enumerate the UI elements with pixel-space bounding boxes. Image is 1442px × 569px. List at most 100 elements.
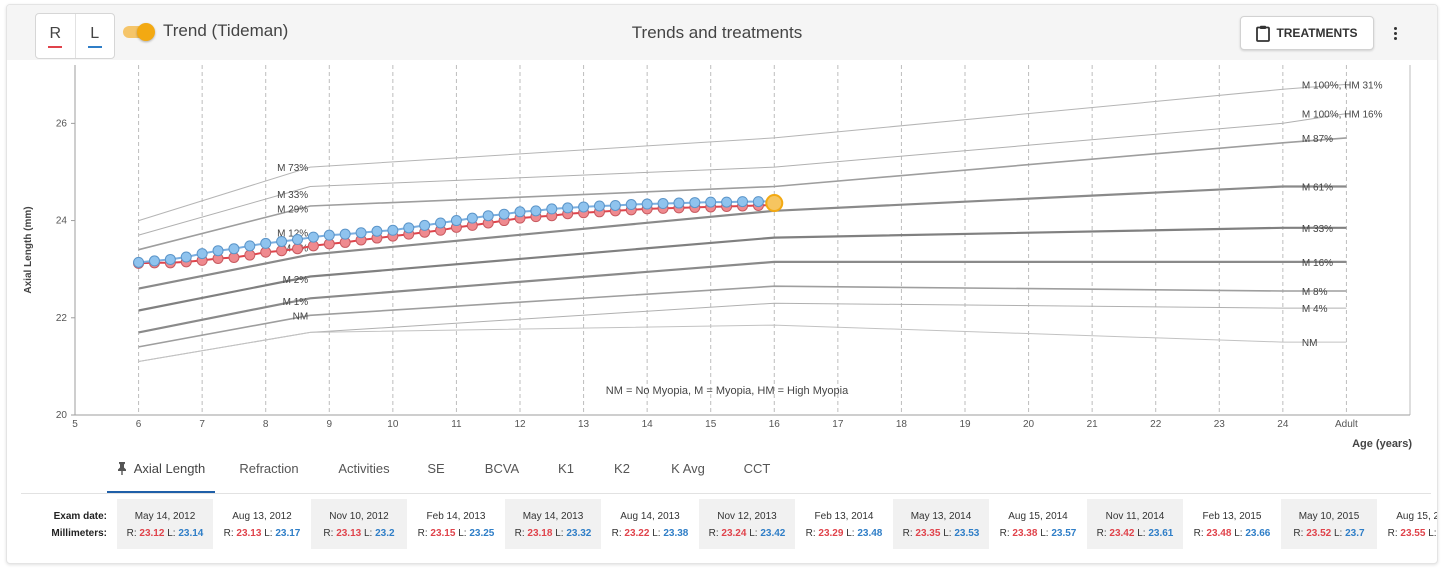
left-eye-point[interactable] [244, 240, 256, 252]
left-eye-point[interactable] [752, 196, 764, 208]
tab-k-avg[interactable]: K Avg [663, 455, 713, 491]
exam-values: R: 23.24 L: 23.42 [699, 528, 795, 539]
more-vert-dot [1393, 36, 1397, 40]
left-eye-point[interactable] [307, 231, 319, 243]
trend-toggle-switch[interactable] [123, 23, 155, 41]
exam-column[interactable]: May 10, 2015 R: 23.52 L: 23.7 [1281, 499, 1377, 549]
left-eye-point[interactable] [721, 196, 733, 208]
exam-column[interactable]: Nov 10, 2012 R: 23.13 L: 23.2 [311, 499, 407, 549]
tab-refraction[interactable]: Refraction [229, 455, 309, 491]
left-eye-point[interactable] [609, 199, 621, 211]
left-eye-point[interactable] [737, 196, 748, 208]
left-eye-point[interactable] [196, 248, 208, 260]
exam-date: Nov 11, 2014 [1105, 511, 1165, 522]
r-prefix: R: [708, 528, 719, 539]
left-eye-point[interactable] [180, 251, 192, 263]
left-eye-point[interactable] [292, 234, 303, 246]
left-eye-point[interactable] [562, 202, 574, 214]
curve-label-right: M 100%, HM 31% [1302, 80, 1383, 91]
left-eye-point[interactable] [450, 215, 462, 227]
exam-date: Aug 13, 2012 [232, 511, 292, 522]
left-eye-point[interactable] [514, 206, 526, 218]
tab-cct[interactable]: CCT [737, 455, 777, 491]
right-eye-button[interactable]: R [36, 14, 76, 58]
left-eye-point[interactable] [705, 196, 717, 208]
left-eye-point[interactable] [212, 245, 224, 257]
right-eye-point[interactable] [276, 245, 288, 257]
left-eye-point[interactable] [641, 198, 653, 210]
exam-column[interactable]: Nov 12, 2013 R: 23.24 L: 23.42 [699, 499, 795, 549]
left-eye-point[interactable] [133, 256, 145, 268]
left-eye-point[interactable] [435, 217, 447, 229]
exam-date: Nov 10, 2012 [329, 511, 389, 522]
tab-k1[interactable]: K1 [551, 455, 581, 491]
exam-column[interactable]: Aug 15, 2015 R: 23.55 L: 23.75 [1378, 499, 1437, 549]
left-eye-point[interactable] [546, 203, 558, 215]
x-tick-label: 10 [387, 419, 399, 430]
switch-knob [137, 23, 155, 41]
tab-axial-length[interactable]: Axial Length [107, 455, 215, 493]
left-eye-point[interactable] [228, 243, 240, 255]
exam-values: R: 23.35 L: 23.53 [893, 528, 989, 539]
more-menu-button[interactable] [1385, 21, 1405, 45]
curve-label-right: NM [1302, 338, 1318, 349]
curve-label-left: M 73% [277, 163, 308, 174]
tab-se[interactable]: SE [419, 455, 453, 491]
exam-column[interactable]: Aug 15, 2014 R: 23.38 L: 23.57 [990, 499, 1086, 549]
exam-date: Aug 15, 2015 [1396, 511, 1437, 522]
left-eye-point[interactable] [339, 228, 351, 240]
left-eye-point[interactable] [164, 253, 176, 265]
exam-column[interactable]: Feb 13, 2015 R: 23.48 L: 23.66 [1184, 499, 1280, 549]
left-eye-point[interactable] [657, 198, 669, 210]
left-eye-point[interactable] [673, 197, 685, 209]
exam-column[interactable]: Aug 13, 2012 R: 23.13 L: 23.17 [214, 499, 310, 549]
left-eye-point[interactable] [371, 225, 383, 237]
exam-column[interactable]: Aug 14, 2013 R: 23.22 L: 23.38 [602, 499, 698, 549]
left-eye-point[interactable] [498, 208, 510, 220]
left-eye-point[interactable] [419, 219, 431, 231]
left-eye-point[interactable] [689, 197, 701, 209]
left-eye-point[interactable] [260, 237, 272, 249]
tab-label: K Avg [671, 461, 705, 476]
exam-column[interactable]: Feb 14, 2013 R: 23.15 L: 23.25 [408, 499, 504, 549]
left-eye-point[interactable] [625, 199, 637, 211]
curve-label-left: NM [293, 311, 309, 322]
exam-column[interactable]: May 14, 2012 R: 23.12 L: 23.14 [117, 499, 213, 549]
clipboard-icon [1256, 25, 1271, 42]
exam-column[interactable]: Feb 13, 2014 R: 23.29 L: 23.48 [796, 499, 892, 549]
l-prefix: L: [167, 528, 176, 539]
curve-label-right: M 33% [1302, 224, 1333, 235]
right-eye-point[interactable] [292, 243, 303, 255]
trends-card: R L Trend (Tideman) Trends and treatment… [6, 4, 1438, 564]
left-eye-point[interactable] [482, 210, 494, 222]
left-eye-point[interactable] [276, 235, 288, 247]
tab-k2[interactable]: K2 [607, 455, 637, 491]
left-eye-point[interactable] [593, 200, 605, 212]
left-eye-point[interactable] [530, 205, 542, 217]
right-eye-point[interactable] [244, 249, 256, 261]
right-eye-label: R [49, 24, 62, 42]
left-eye-point[interactable] [148, 255, 160, 267]
left-eye-button[interactable]: L [76, 14, 115, 58]
left-eye-point[interactable] [578, 201, 590, 213]
exam-column[interactable]: Nov 11, 2014 R: 23.42 L: 23.61 [1087, 499, 1183, 549]
card-header: R L Trend (Tideman) Trends and treatment… [7, 5, 1437, 60]
treatments-button[interactable]: TREATMENTS [1240, 16, 1374, 50]
tab-label: Axial Length [133, 461, 206, 476]
left-eye-point[interactable] [323, 229, 335, 241]
left-eye-point[interactable] [466, 212, 478, 224]
r-prefix: R: [223, 528, 234, 539]
exam-date: Feb 13, 2014 [814, 511, 874, 522]
tab-label: K2 [614, 461, 630, 476]
left-eye-point[interactable] [403, 222, 415, 234]
exam-column[interactable]: May 14, 2013 R: 23.18 L: 23.32 [505, 499, 601, 549]
exam-date: May 10, 2015 [1298, 511, 1360, 522]
highlighted-point[interactable] [765, 194, 784, 213]
left-value: 23.38 [663, 528, 689, 539]
tab-bcva[interactable]: BCVA [479, 455, 525, 491]
tab-activities[interactable]: Activities [329, 455, 399, 491]
exam-column[interactable]: May 13, 2014 R: 23.35 L: 23.53 [893, 499, 989, 549]
left-eye-point[interactable] [387, 224, 399, 236]
left-eye-point[interactable] [355, 227, 367, 239]
more-vert-dot [1393, 31, 1397, 35]
